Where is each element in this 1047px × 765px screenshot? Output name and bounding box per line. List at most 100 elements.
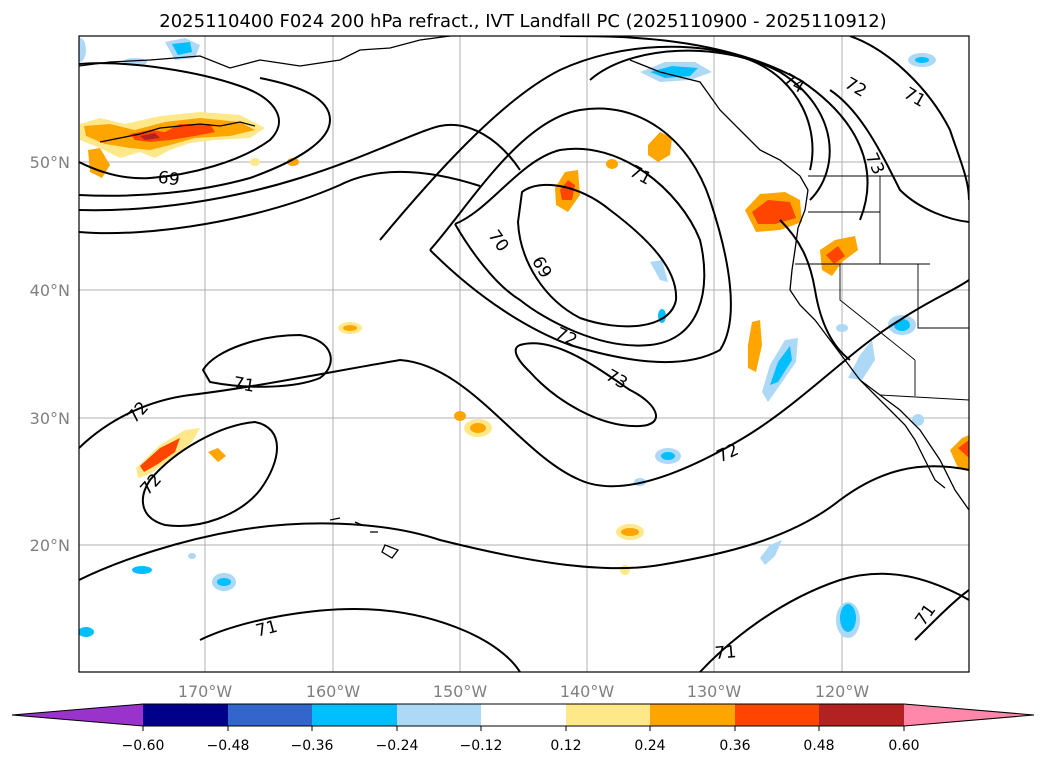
contour-69-center [517,183,678,328]
refractivity-contours [79,36,969,672]
coastlines [79,36,969,559]
longitude-labels: 170°W 160°W 150°W 140°W 130°W 120°W [178,682,870,701]
colorbar-segment [397,704,481,726]
contour-71-northeast [849,36,969,201]
coastline-us-west [789,189,969,511]
neg-anomaly-134w-25n-core [661,452,675,460]
contour-71-south [199,608,521,672]
lat-label: 30°N [30,409,70,428]
contour-71-se-edge [914,589,969,641]
colorbar-segment [481,704,566,726]
contour-label: 71 [231,373,256,396]
colorbar-tick-label: −0.24 [376,738,419,754]
border-nevada [839,264,916,361]
coastline-alaska [79,36,451,69]
colorbar: −0.60 −0.48 −0.36 −0.24 −0.12 0.12 0.24 … [11,703,1035,754]
colorbar-tick-labels: −0.60 −0.48 −0.36 −0.24 −0.12 0.12 0.24 … [122,738,920,754]
neg-anomaly-120w-37n [836,324,848,332]
lon-label: 150°W [433,682,488,701]
lon-label: 170°W [178,682,233,701]
border-us-mexico [879,394,969,401]
neg-anomaly-126w-33n-core [770,346,792,385]
positive-anomaly-shading [80,112,969,575]
anomaly-137w-18n [620,565,630,575]
colorbar-segment [566,704,650,726]
contour-71-center [429,107,732,364]
colorbar-tick-label: −0.48 [207,738,250,754]
neg-anomaly-116w-30n [912,414,924,426]
map-background [79,36,969,672]
colorbar-tick-label: −0.12 [460,738,503,754]
anomaly-137w-48n [606,159,618,169]
contour-72-north [559,36,869,221]
anomaly-142w-47n-core [560,180,575,200]
colorbar-tick-label: 0.12 [550,738,581,754]
contour-73-center [514,342,657,428]
anomaly-133w-34n [748,320,762,372]
anomaly-170w-30n-core [140,438,180,472]
anomaly-137w-21n-core [621,528,639,536]
colorbar-segment [312,704,397,726]
contour-71-southeast [699,572,969,672]
contour-70-west [79,77,331,197]
colorbar-tick-label: −0.36 [291,738,334,754]
neg-anomaly-135w-42n [650,260,668,282]
neg-anomaly-120w-14n-core [840,604,856,632]
neg-anomaly-172w-58n-core [172,42,192,55]
lat-label: 50°N [30,153,70,172]
colorbar-segment [650,704,735,726]
coastline-aleutians [99,121,256,143]
neg-anomaly-california [848,340,875,380]
lat-label: 40°N [30,281,70,300]
coastline-bc [629,59,809,191]
lon-label: 120°W [815,682,870,701]
anomaly-160w-37n-core [343,325,357,331]
contour-72-south [79,279,969,488]
latitude-labels: 50°N 40°N 30°N 20°N [30,153,70,555]
anomaly-150w-29n-core [470,423,486,433]
anomaly-aleutians-peak [140,133,160,140]
neg-anomaly-117w-38n-core [894,319,910,331]
colorbar-ticks [142,726,905,731]
colorbar-segment [904,704,1034,726]
contour-72-center [379,45,814,241]
anomaly-nevada-core [826,246,845,264]
contour-72-west [79,170,481,235]
neg-anomaly-west-14n [79,627,94,637]
coastline-baja [859,379,946,489]
anomaly-small-a [250,158,260,166]
figure-title: 2025110400 F024 200 hPa refract., IVT La… [159,11,886,32]
colorbar-tick-label: 0.60 [888,738,919,754]
anomaly-oregon-coast-core [752,200,796,224]
colorbar-segment [228,704,312,726]
contour-72-inner [142,421,278,527]
colorbar-segment [819,704,904,726]
contour-73-east [779,219,851,361]
colorbar-tick-label: 0.24 [634,738,665,754]
colorbar-tick-label: 0.36 [719,738,750,754]
contour-69-west [79,62,280,180]
border-utah [917,264,969,329]
neg-anomaly-115w-58n-core [915,57,929,63]
anomaly-baja-core [958,440,969,458]
lon-label: 160°W [306,682,361,701]
coastline-hawaii [329,517,400,559]
contour-label: 69 [157,168,181,191]
neg-anomaly-174w-18n [132,566,152,574]
anomaly-aleutians-lobe [88,148,110,178]
contour-71-central [202,334,332,388]
neg-anomaly-171w-19n [188,553,196,559]
lon-label: 140°W [560,682,615,701]
colorbar-segment [143,704,228,726]
colorbar-tick-label: 0.48 [803,738,834,754]
neg-anomaly-126w-20n [760,540,782,565]
neg-anomaly-alaska-panhandle-core [650,66,698,78]
contour-74-north [589,49,831,201]
anomaly-150w-30n [454,411,466,421]
map-frame [78,35,970,673]
contour-73-northeast [829,89,969,223]
contour-71-west [79,123,521,212]
lon-label: 130°W [687,682,742,701]
colorbar-tick-label: −0.60 [122,738,165,754]
